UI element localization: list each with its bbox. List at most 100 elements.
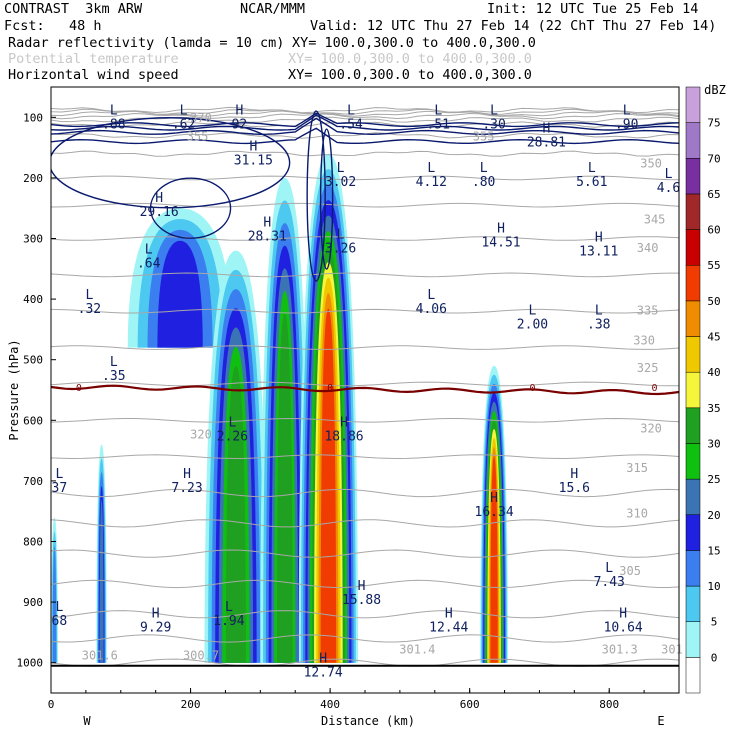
theta-contour-23 (51, 106, 679, 114)
colorbar: 0 5 10 15 20 25 30 35 40 45 50 55 60 65 70 75 (685, 86, 721, 694)
wind-extremum-value: 28.31 (248, 229, 287, 244)
wind-extremum-type: H (490, 491, 498, 506)
colorbar-level-label: 75 (707, 117, 720, 130)
wind-extremum-value: .88 (102, 117, 125, 132)
theta-label: 355 (187, 129, 209, 143)
theta-label: 301.3 (602, 643, 638, 657)
wind-extremum-type: L (588, 161, 596, 176)
wind-extremum-type: L (180, 103, 188, 118)
colorbar-level-label: 55 (707, 259, 720, 272)
wind-extremum-value: .32 (78, 302, 101, 317)
wind-contour-jet-3 (51, 127, 679, 145)
wind-extremum-value: 12.74 (304, 666, 343, 681)
wind-extremum-value: 68 (52, 614, 68, 629)
theta-contour-16 (51, 150, 679, 157)
theta-label: 305 (619, 564, 641, 578)
theta-contour-4 (51, 549, 679, 558)
field-name-reflectivity: Radar reflectivity (lamda = 10 cm) (8, 35, 285, 51)
wind-extremum-type: L (529, 303, 537, 318)
axis-ticks: 100 200 300 400 500 600 700 800 900 1000 0 200 400 60… (17, 111, 680, 711)
theta-contour-5 (51, 519, 679, 528)
wind-contour-core-d (319, 128, 334, 270)
wind-extremum-type: L (337, 161, 345, 176)
wind-extremum-type: H (570, 467, 578, 482)
wind-extremum-value: .35 (102, 369, 125, 384)
wind-extremum-value: .80 (472, 175, 495, 190)
colorbar-swatch (685, 300, 701, 337)
colorbar-level-label: 5 (711, 616, 718, 629)
theta-contour-2 (51, 610, 679, 619)
colorbar-level-label: 50 (707, 295, 720, 308)
wind-extremum-type: L (337, 228, 345, 243)
freezing-level-label: 0 (327, 383, 333, 394)
theta-label: 370 (190, 111, 212, 125)
theta-contour-12 (51, 272, 679, 278)
wind-extremum-type: L (229, 415, 237, 430)
wind-extremum-type: L (110, 103, 118, 118)
wind-extremum-type: H (155, 191, 163, 206)
wind-extremum-type: L (145, 243, 153, 258)
y-tick-label: 200 (23, 172, 43, 185)
wind-extremum-type: L (55, 600, 63, 615)
wind-extremum-value: 10.64 (604, 620, 643, 635)
theta-label: 330 (633, 334, 655, 348)
wind-extremum-value: 7.43 (594, 575, 625, 590)
x-tick-label: 200 (181, 698, 201, 711)
wind-extremum-value: .62 (172, 117, 195, 132)
wind-extremum-type: H (183, 467, 191, 482)
theta-label: 315 (626, 461, 648, 475)
colorbar-swatch (685, 657, 701, 694)
x-tick-label: 600 (460, 698, 480, 711)
wind-extremum-type: L (110, 355, 118, 370)
x-end-label-west: W (83, 714, 91, 728)
wind-extremum-value: 4.12 (416, 175, 447, 190)
reflectivity-band-2-20 (157, 240, 203, 348)
theta-label: 325 (637, 361, 659, 375)
theta-contour-7 (51, 454, 679, 460)
wind-extremum-type: L (225, 600, 233, 615)
theta-contour-8 (51, 417, 679, 423)
field-name-theta: Potential temperature (8, 51, 179, 67)
wind-extremum-value: 2.00 (517, 317, 548, 332)
wind-extremum-type: H (152, 606, 160, 621)
freezing-level-label: 0 (652, 383, 658, 394)
theta-contour-20 (51, 112, 679, 120)
wind-extremum-type: L (623, 103, 631, 118)
reflectivity-band-4-35 (276, 313, 293, 663)
institution: NCAR/MMM (240, 1, 306, 17)
wind-extremum-value: 13.11 (579, 245, 618, 260)
freezing-level-label: 0 (529, 383, 535, 394)
wind-extremum-value: 4.06 (416, 302, 447, 317)
theta-contour-10 (51, 345, 679, 350)
colorbar-swatch (685, 550, 701, 587)
y-tick-label: 100 (23, 111, 43, 124)
wind-contour-jet-2 (51, 117, 679, 136)
wind-extremum-value: 4.6 (657, 181, 680, 196)
wind-extremum-value: 12.44 (429, 620, 468, 635)
colorbar-level-label: 15 (707, 544, 720, 557)
theta-label: 301.4 (399, 643, 435, 657)
colorbar-level-label: 30 (707, 437, 720, 450)
wind-extremum-value: 18.86 (324, 429, 363, 444)
colorbar-swatch (685, 336, 701, 373)
wind-extremum-value: 15.88 (342, 593, 381, 608)
wind-extremum-type: H (340, 415, 348, 430)
y-tick-label: 500 (23, 354, 43, 367)
colorbar-swatch (685, 443, 701, 480)
freezing-level-line: 0 0 0 0 (51, 383, 679, 396)
wind-extremum-value: 14.51 (481, 235, 520, 250)
theta-label: 335 (637, 303, 659, 317)
colorbar-level-label: 35 (707, 402, 720, 415)
wind-extremum-value: .54 (339, 117, 363, 132)
theta-label: 320 (640, 421, 662, 435)
colorbar-level-label: 0 (711, 651, 718, 664)
wind-contours (51, 110, 679, 282)
y-tick-label: 800 (23, 536, 43, 549)
reflectivity-band-5-55 (320, 308, 337, 663)
wind-contour-jet-0 (51, 112, 679, 128)
theta-contour-14 (51, 202, 679, 208)
colorbar-swatch (685, 122, 701, 159)
colorbar-swatch (685, 585, 701, 622)
theta-contour-11 (51, 308, 679, 314)
